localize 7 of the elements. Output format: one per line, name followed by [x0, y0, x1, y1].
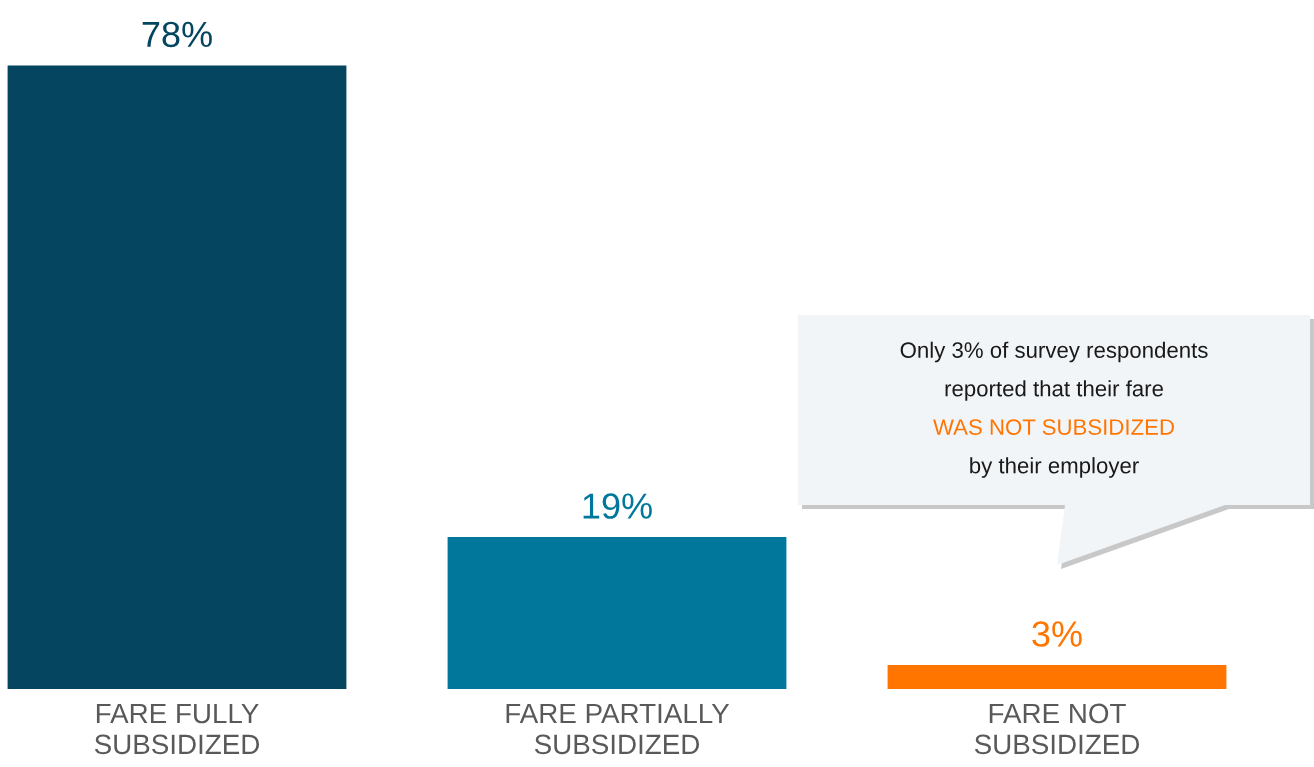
- x-tick-label: FARE PARTIALLY SUBSIDIZED: [506, 703, 730, 755]
- data-label: 78%: [142, 21, 212, 48]
- data-label: 19%: [583, 493, 652, 519]
- x-tick-label: FARE NOT SUBSIDIZED: [974, 703, 1140, 755]
- data-label: 3%: [1032, 621, 1082, 647]
- x-tick-label: FARE FULLY SUBSIDIZED: [94, 703, 260, 755]
- annotation: Only 3% of survey respondents reported that their fare WAS NOT SUBSIDIZED by their employer: [900, 341, 1208, 478]
